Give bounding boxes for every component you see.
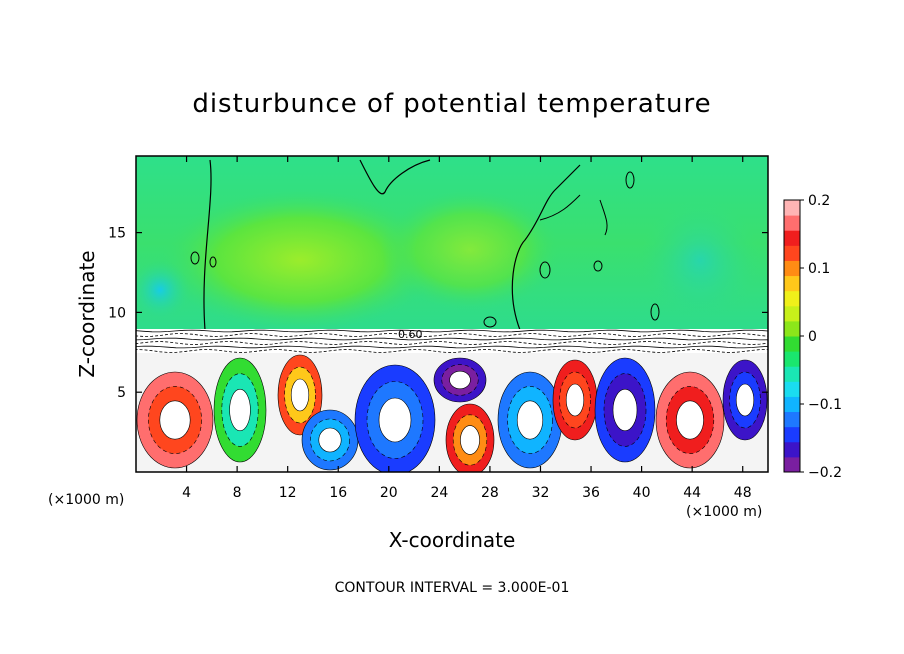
inversion-contours bbox=[136, 329, 768, 353]
y-tick-label: 15 bbox=[108, 226, 126, 242]
cool-region bbox=[136, 260, 190, 320]
x-tick-label: 20 bbox=[380, 485, 398, 501]
colorbar: 0.2 0.1 0 −0.1 −0.2 bbox=[783, 193, 842, 481]
eddy-contour bbox=[378, 397, 412, 443]
y-tick-label: 10 bbox=[108, 305, 126, 321]
contour-line bbox=[650, 303, 660, 321]
y-axis-label: Z-coordinate bbox=[75, 250, 99, 377]
eddy-contour bbox=[516, 400, 544, 440]
colorbar-tick-label: 0 bbox=[808, 329, 817, 345]
x-tick-label: 24 bbox=[430, 485, 448, 501]
colorbar-swatch bbox=[784, 275, 800, 292]
eddy-contour bbox=[159, 400, 191, 440]
inversion-layer bbox=[136, 329, 768, 353]
colorbar-swatch bbox=[784, 441, 800, 458]
inversion-contour bbox=[136, 349, 768, 353]
contour-line bbox=[599, 199, 608, 236]
colorbar-swatch bbox=[784, 260, 800, 277]
eddy-contour bbox=[676, 400, 704, 440]
colorbar-swatch bbox=[784, 366, 800, 382]
colorbar-swatch bbox=[784, 290, 800, 307]
x-axis-label: X-coordinate bbox=[389, 528, 516, 552]
x-tick-label: 16 bbox=[329, 485, 347, 501]
contour-line bbox=[539, 194, 581, 221]
colorbar-swatch bbox=[784, 336, 800, 352]
colorbar-swatch bbox=[784, 215, 800, 231]
colorbar-swatch bbox=[784, 245, 800, 261]
warm-region bbox=[160, 190, 440, 330]
x-tick-label: 40 bbox=[633, 485, 651, 501]
inversion-contour bbox=[136, 329, 768, 333]
contour-line bbox=[539, 261, 551, 279]
y-tick-label: 5 bbox=[117, 385, 126, 401]
colorbar-tick-label: −0.2 bbox=[808, 465, 842, 481]
turbulent-eddies bbox=[136, 354, 768, 472]
inversion-contour bbox=[136, 337, 768, 341]
contour-line bbox=[511, 164, 581, 331]
colorbar-swatch bbox=[784, 230, 800, 246]
colorbar-swatch bbox=[784, 351, 800, 367]
x-tick-label: 32 bbox=[532, 485, 550, 501]
colorbar-swatch bbox=[784, 200, 800, 216]
chart-title: disturbunce of potential temperature bbox=[192, 89, 711, 119]
x-axis: 4 8 12 16 20 24 28 32 36 40 44 48 bbox=[182, 156, 752, 501]
eddy-contour bbox=[318, 427, 342, 453]
eddy-contour bbox=[735, 383, 755, 417]
contour-line bbox=[625, 171, 635, 189]
x-tick-label: 48 bbox=[734, 485, 752, 501]
x-tick-label: 4 bbox=[182, 485, 191, 501]
colorbar-tick-label: 0.2 bbox=[808, 193, 830, 209]
eddy-contour bbox=[565, 383, 585, 417]
colorbar-swatch bbox=[784, 320, 800, 337]
cool-region bbox=[640, 200, 760, 320]
contour-interval-label: CONTOUR INTERVAL = 3.000E-01 bbox=[335, 580, 570, 596]
plot-area: 0.60 bbox=[136, 156, 768, 472]
colorbar-swatch bbox=[784, 411, 800, 428]
eddy-contour bbox=[612, 388, 638, 432]
inversion-contour bbox=[136, 345, 768, 349]
eddy-contour bbox=[229, 388, 251, 432]
eddy-contour bbox=[460, 425, 480, 455]
eddy-contour bbox=[449, 370, 471, 390]
x-tick-label: 44 bbox=[683, 485, 701, 501]
contour-label: 0.60 bbox=[398, 328, 423, 341]
colorbar-swatch bbox=[784, 456, 800, 473]
contour-line bbox=[593, 260, 603, 272]
colorbar-swatch bbox=[784, 426, 800, 443]
contour-line bbox=[359, 159, 431, 195]
colorbar-swatch bbox=[784, 396, 800, 413]
x-unit-label-left: (×1000 m) bbox=[48, 492, 124, 508]
x-tick-label: 8 bbox=[233, 485, 242, 501]
contour-line bbox=[209, 256, 217, 268]
x-unit-label-right: (×1000 m) bbox=[686, 504, 762, 520]
plot-frame bbox=[135, 155, 769, 473]
warm-region bbox=[380, 190, 560, 310]
contour-line bbox=[483, 316, 497, 328]
contour-line bbox=[190, 251, 200, 265]
colorbar-swatch bbox=[784, 305, 800, 322]
x-tick-label: 28 bbox=[481, 485, 499, 501]
y-axis: 5 10 15 bbox=[108, 226, 768, 401]
colorbar-tick-label: −0.1 bbox=[808, 397, 842, 413]
eddy-contour bbox=[290, 378, 310, 412]
x-tick-label: 36 bbox=[582, 485, 600, 501]
x-tick-label: 12 bbox=[279, 485, 297, 501]
contour-line bbox=[203, 159, 212, 331]
colorbar-tick-label: 0.1 bbox=[808, 261, 830, 277]
colorbar-swatch bbox=[784, 381, 800, 397]
